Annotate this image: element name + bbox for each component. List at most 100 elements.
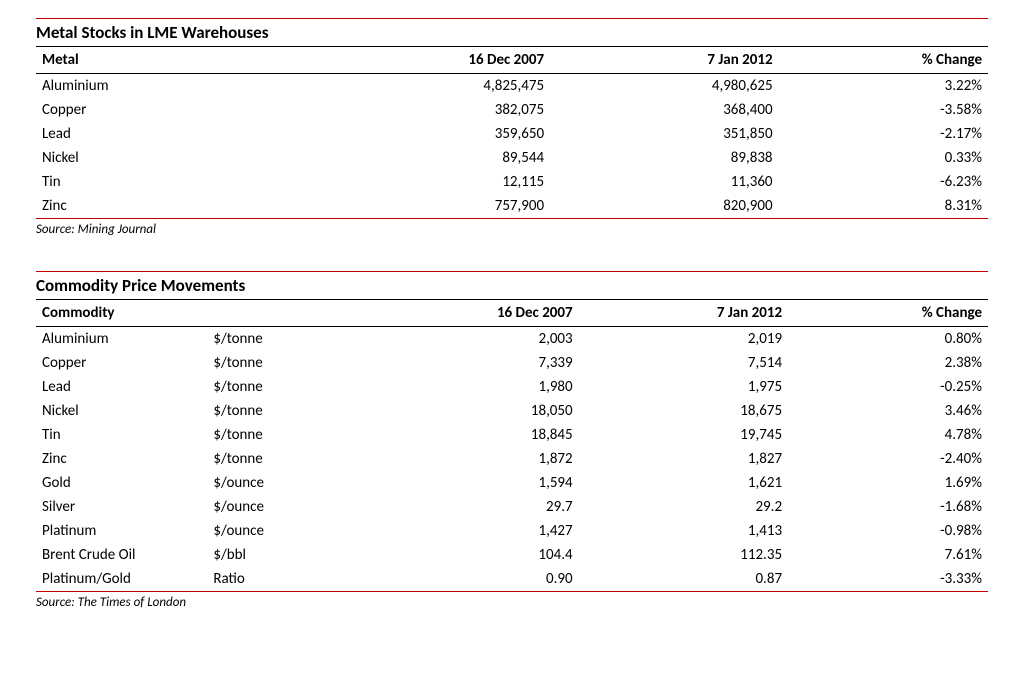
cell: 1,827 <box>579 447 788 471</box>
cell: 0.90 <box>379 567 579 592</box>
table-row: Copper$/tonne7,3397,5142.38% <box>36 351 988 375</box>
cell: -3.58% <box>779 98 988 122</box>
col-header: 7 Jan 2012 <box>550 47 778 74</box>
table-row: Silver$/ounce29.729.2-1.68% <box>36 495 988 519</box>
cell: 1,621 <box>579 471 788 495</box>
cell: 7,514 <box>579 351 788 375</box>
cell: Aluminium <box>36 74 379 99</box>
prices-title: Commodity Price Movements <box>36 271 988 299</box>
cell: 3.46% <box>788 399 988 423</box>
cell: Ratio <box>207 567 378 592</box>
cell: $/tonne <box>207 399 378 423</box>
cell: Platinum <box>36 519 207 543</box>
cell: $/tonne <box>207 375 378 399</box>
cell: 2.38% <box>788 351 988 375</box>
stocks-table: Metal 16 Dec 2007 7 Jan 2012 % Change Al… <box>36 46 988 219</box>
cell: 29.7 <box>379 495 579 519</box>
cell: -0.98% <box>788 519 988 543</box>
cell: Copper <box>36 351 207 375</box>
cell: $/tonne <box>207 447 378 471</box>
cell: 89,544 <box>379 146 550 170</box>
cell: $/ounce <box>207 519 378 543</box>
cell: Platinum/Gold <box>36 567 207 592</box>
cell: Zinc <box>36 194 379 219</box>
prices-source: Source: The Times of London <box>36 592 988 610</box>
cell: 7.61% <box>788 543 988 567</box>
cell: Tin <box>36 423 207 447</box>
stocks-title: Metal Stocks in LME Warehouses <box>36 18 988 46</box>
cell: Copper <box>36 98 379 122</box>
cell: 0.80% <box>788 327 988 352</box>
stocks-source: Source: Mining Journal <box>36 219 988 237</box>
cell: -2.40% <box>788 447 988 471</box>
table-row: Aluminium4,825,4754,980,6253.22% <box>36 74 988 99</box>
cell: Tin <box>36 170 379 194</box>
cell: 2,019 <box>579 327 788 352</box>
cell: -3.33% <box>788 567 988 592</box>
col-header: Commodity <box>36 300 207 327</box>
cell: $/bbl <box>207 543 378 567</box>
cell: Gold <box>36 471 207 495</box>
cell: 4,980,625 <box>550 74 778 99</box>
cell: 7,339 <box>379 351 579 375</box>
cell: 1,427 <box>379 519 579 543</box>
cell: 4.78% <box>788 423 988 447</box>
table-row: Gold$/ounce1,5941,6211.69% <box>36 471 988 495</box>
cell: 112.35 <box>579 543 788 567</box>
cell: 19,745 <box>579 423 788 447</box>
cell: Aluminium <box>36 327 207 352</box>
stocks-section: Metal Stocks in LME Warehouses Metal 16 … <box>36 18 988 237</box>
table-row: Copper382,075368,400-3.58% <box>36 98 988 122</box>
cell: 18,050 <box>379 399 579 423</box>
cell: $/tonne <box>207 423 378 447</box>
cell: 0.33% <box>779 146 988 170</box>
col-header: % Change <box>779 47 988 74</box>
cell: 18,675 <box>579 399 788 423</box>
cell: 12,115 <box>379 170 550 194</box>
cell: 359,650 <box>379 122 550 146</box>
table-row: Platinum$/ounce1,4271,413-0.98% <box>36 519 988 543</box>
col-header: Metal <box>36 47 379 74</box>
cell: Lead <box>36 122 379 146</box>
col-header: 16 Dec 2007 <box>379 47 550 74</box>
cell: Nickel <box>36 146 379 170</box>
col-header: % Change <box>788 300 988 327</box>
table-row: Aluminium$/tonne2,0032,0190.80% <box>36 327 988 352</box>
cell: $/tonne <box>207 327 378 352</box>
cell: 382,075 <box>379 98 550 122</box>
cell: 1,975 <box>579 375 788 399</box>
col-header: 7 Jan 2012 <box>579 300 788 327</box>
col-header: 16 Dec 2007 <box>379 300 579 327</box>
cell: 89,838 <box>550 146 778 170</box>
cell: 8.31% <box>779 194 988 219</box>
cell: 1,872 <box>379 447 579 471</box>
table-row: Nickel$/tonne18,05018,6753.46% <box>36 399 988 423</box>
cell: 820,900 <box>550 194 778 219</box>
cell: 4,825,475 <box>379 74 550 99</box>
table-row: Tin$/tonne18,84519,7454.78% <box>36 423 988 447</box>
cell: -1.68% <box>788 495 988 519</box>
cell: 29.2 <box>579 495 788 519</box>
cell: Brent Crude Oil <box>36 543 207 567</box>
cell: 3.22% <box>779 74 988 99</box>
table-row: Platinum/GoldRatio0.900.87-3.33% <box>36 567 988 592</box>
cell: -0.25% <box>788 375 988 399</box>
cell: $/ounce <box>207 471 378 495</box>
cell: -2.17% <box>779 122 988 146</box>
table-header-row: Commodity 16 Dec 2007 7 Jan 2012 % Chang… <box>36 300 988 327</box>
table-header-row: Metal 16 Dec 2007 7 Jan 2012 % Change <box>36 47 988 74</box>
cell: Silver <box>36 495 207 519</box>
table-row: Lead359,650351,850-2.17% <box>36 122 988 146</box>
cell: $/tonne <box>207 351 378 375</box>
cell: 1.69% <box>788 471 988 495</box>
col-header <box>207 300 378 327</box>
cell: 18,845 <box>379 423 579 447</box>
table-row: Tin12,11511,360-6.23% <box>36 170 988 194</box>
cell: $/ounce <box>207 495 378 519</box>
cell: Zinc <box>36 447 207 471</box>
table-row: Nickel89,54489,8380.33% <box>36 146 988 170</box>
cell: 1,413 <box>579 519 788 543</box>
cell: 757,900 <box>379 194 550 219</box>
table-row: Zinc$/tonne1,8721,827-2.40% <box>36 447 988 471</box>
prices-table: Commodity 16 Dec 2007 7 Jan 2012 % Chang… <box>36 299 988 592</box>
